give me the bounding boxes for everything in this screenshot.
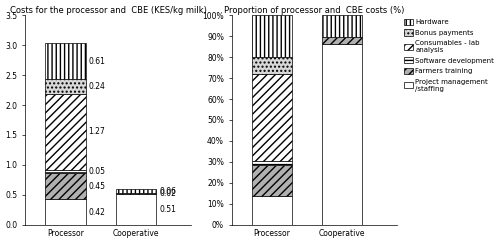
- Bar: [116, 194, 156, 224]
- Text: 0.06: 0.06: [159, 187, 176, 196]
- Bar: [252, 196, 292, 224]
- Bar: [322, 37, 362, 44]
- Bar: [252, 165, 292, 196]
- Text: 0.24: 0.24: [88, 82, 106, 91]
- Title: Costs for the processor and  CBE (KES/kg milk): Costs for the processor and CBE (KES/kg …: [10, 6, 206, 15]
- Bar: [46, 200, 86, 224]
- Bar: [46, 170, 86, 173]
- Bar: [322, 44, 362, 224]
- Bar: [322, 15, 362, 37]
- Text: 0.45: 0.45: [88, 182, 106, 191]
- Bar: [46, 94, 86, 170]
- Bar: [252, 74, 292, 161]
- Text: 0.61: 0.61: [88, 57, 106, 66]
- Bar: [46, 43, 86, 79]
- Bar: [252, 57, 292, 74]
- Bar: [116, 193, 156, 194]
- Bar: [46, 173, 86, 200]
- Text: 1.27: 1.27: [88, 127, 106, 136]
- Bar: [116, 189, 156, 193]
- Text: 0.51: 0.51: [159, 205, 176, 214]
- Bar: [252, 161, 292, 165]
- Text: 0.05: 0.05: [88, 167, 106, 176]
- Bar: [252, 15, 292, 57]
- Bar: [46, 79, 86, 94]
- Legend: Hardware, Bonus payments, Consumables - lab
analysis, Software development, Farm: Hardware, Bonus payments, Consumables - …: [404, 19, 494, 92]
- Text: 0.42: 0.42: [88, 208, 106, 216]
- Title: Proportion of processor and  CBE costs (%): Proportion of processor and CBE costs (%…: [224, 6, 404, 15]
- Text: 0.02: 0.02: [159, 189, 176, 198]
